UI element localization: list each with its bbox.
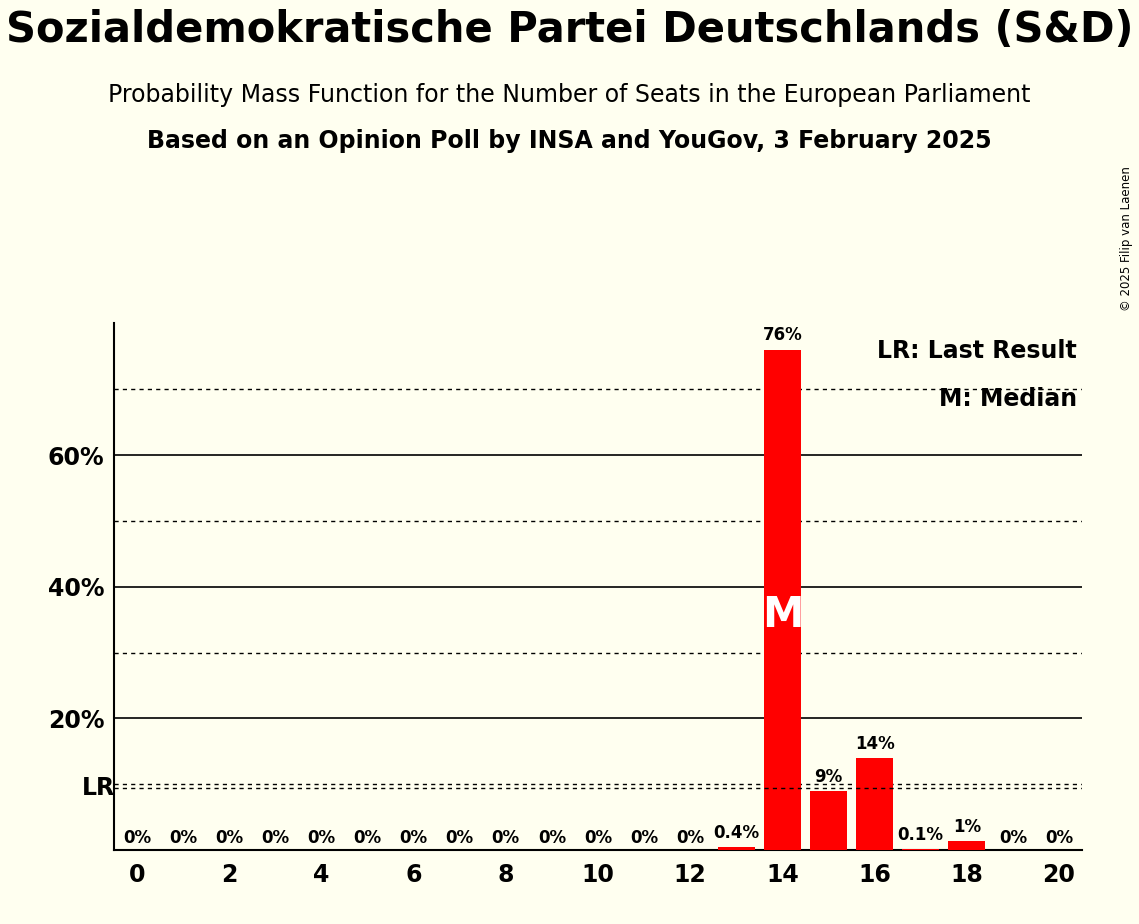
Text: M: M [762, 594, 803, 636]
Text: 0%: 0% [538, 829, 566, 846]
Text: 14%: 14% [854, 735, 894, 753]
Text: 0%: 0% [169, 829, 197, 846]
Text: 0%: 0% [261, 829, 289, 846]
Text: 0%: 0% [445, 829, 474, 846]
Text: Based on an Opinion Poll by INSA and YouGov, 3 February 2025: Based on an Opinion Poll by INSA and You… [147, 129, 992, 153]
Text: 0%: 0% [353, 829, 382, 846]
Text: 1%: 1% [952, 818, 981, 835]
Text: Sozialdemokratische Partei Deutschlands (S&D): Sozialdemokratische Partei Deutschlands … [6, 9, 1133, 51]
Bar [718, 847, 755, 850]
Text: 0%: 0% [123, 829, 151, 846]
Text: 0.1%: 0.1% [898, 826, 944, 845]
Text: Probability Mass Function for the Number of Seats in the European Parliament: Probability Mass Function for the Number… [108, 83, 1031, 107]
Text: 0%: 0% [677, 829, 704, 846]
Text: 0%: 0% [215, 829, 244, 846]
Text: 0%: 0% [400, 829, 427, 846]
Text: 0%: 0% [584, 829, 612, 846]
Bar [857, 758, 893, 850]
Text: 0%: 0% [1044, 829, 1073, 846]
Text: 0%: 0% [999, 829, 1027, 846]
Text: LR: Last Result: LR: Last Result [877, 339, 1077, 363]
Text: M: Median: M: Median [939, 386, 1077, 410]
Bar [764, 350, 801, 850]
Bar [949, 841, 985, 850]
Bar [810, 791, 847, 850]
Text: 0.4%: 0.4% [713, 824, 760, 842]
Text: 0%: 0% [630, 829, 658, 846]
Text: 76%: 76% [762, 326, 802, 345]
Text: 0%: 0% [492, 829, 519, 846]
Text: © 2025 Filip van Laenen: © 2025 Filip van Laenen [1121, 166, 1133, 311]
Text: 9%: 9% [814, 768, 843, 785]
Text: LR: LR [82, 775, 115, 799]
Text: 0%: 0% [308, 829, 335, 846]
